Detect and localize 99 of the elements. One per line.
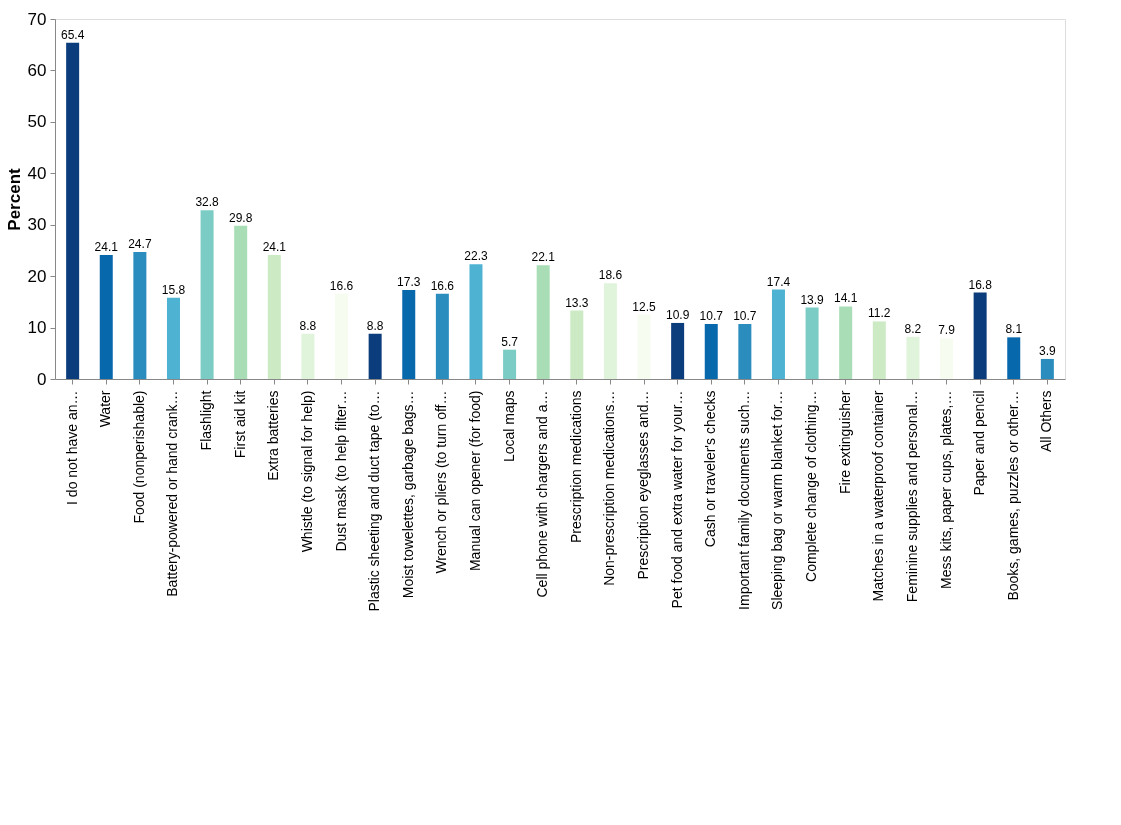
data-label: 8.2 [904,321,922,336]
x-tick-label: All Others [1038,390,1055,452]
data-label: 7.9 [938,323,956,338]
data-label: 29.8 [229,210,253,225]
y-tick-label: 60 [27,60,47,80]
data-label: 16.8 [968,277,993,292]
data-label: 32.8 [195,195,220,210]
x-tick-label: Mess kits, paper cups, plates,… [937,390,954,589]
x-tick-label: Food (nonperishable) [130,390,147,524]
data-label: 13.3 [565,295,589,310]
y-tick-label: 40 [27,163,47,183]
data-label: 8.8 [299,318,317,333]
x-tick-label: Dust mask (to help filter… [332,390,349,552]
bar [704,323,718,379]
data-label: 5.7 [501,334,519,349]
bar [469,264,483,379]
data-label: 3.9 [1039,343,1057,358]
bar [872,321,886,379]
x-tick-label: Complete change of clothing… [803,390,820,582]
bar [234,225,248,379]
bar [570,310,584,379]
x-tick-label: Fire extinguisher [836,390,853,494]
x-tick-label: Non-prescription medications… [601,390,618,586]
bar [368,333,382,379]
bar [66,42,80,379]
bar [839,306,853,379]
y-tick-label: 50 [27,112,47,132]
x-tick-label: Pet food and extra water for your… [668,390,685,609]
data-label: 24.1 [94,240,119,255]
bar [536,265,550,379]
data-label: 12.5 [632,299,657,314]
bar [267,255,281,379]
y-tick-label: 20 [27,266,47,286]
x-tick-label: Manual can opener (for food) [466,390,483,572]
bar [435,293,449,379]
data-label: 16.6 [329,278,354,293]
data-label: 24.7 [128,236,152,251]
bar [301,333,315,379]
x-tick-label: Moist towelettes, garbage bags… [399,390,416,599]
data-label: 18.6 [598,268,623,283]
x-tick-label: Whistle (to signal for help) [298,390,315,553]
bar [1040,358,1054,379]
bar [738,323,752,379]
x-tick-label: Extra batteries [265,390,282,481]
data-label: 16.6 [430,278,455,293]
bar [200,210,214,379]
x-tick-label: Prescription medications [567,390,584,544]
bar [1007,337,1021,379]
data-label: 11.2 [868,306,891,321]
bar [771,289,785,379]
bar [637,314,651,379]
bar [940,338,954,379]
x-tick-label: Flashlight [198,390,215,451]
data-label: 10.7 [699,308,724,323]
bar [133,251,147,379]
x-tick-label: Sleeping bag or warm blanket for… [769,390,786,610]
bar [805,307,819,379]
y-axis-title: Percent [4,167,24,231]
x-tick-label: Matches in a waterproof container [870,390,887,602]
data-label: 22.3 [464,249,488,264]
x-tick-label: Paper and pencil [971,390,988,496]
y-tick-label: 70 [27,9,47,29]
x-tick-label: Cash or traveler's checks [702,390,719,548]
x-tick-label: Plastic sheeting and duct tape (to… [366,390,383,612]
data-label: 65.4 [60,27,85,42]
data-label: 10.7 [733,308,757,323]
data-label: 8.8 [366,318,384,333]
x-tick-label: First aid kit [231,390,248,459]
x-tick-label: Prescription eyeglasses and… [635,390,652,580]
y-tick-label: 10 [27,318,47,338]
x-tick-label: Cell phone with chargers and a… [534,390,551,598]
data-label: 15.8 [161,282,186,297]
data-label: 17.4 [766,274,791,289]
bar [402,290,416,379]
x-tick-label: Books, games, puzzles or other… [1004,390,1021,601]
y-tick-label: 0 [37,369,47,389]
data-label: 10.9 [665,307,690,322]
y-tick-label: 30 [27,215,47,235]
data-label: 24.1 [262,240,287,255]
x-tick-label: Important family documents such… [735,390,752,610]
x-tick-label: Wrench or pliers (to turn off… [433,390,450,574]
bar [335,293,349,379]
bar [166,297,180,379]
bar [671,322,685,379]
data-label: 14.1 [834,291,858,306]
x-tick-label: I do not have an… [63,390,80,505]
x-tick-label: Battery-powered or hand crank… [164,390,181,597]
bar [973,292,987,379]
data-label: 17.3 [397,275,421,290]
x-tick-label: Local maps [500,390,517,463]
x-tick-label: Feminine supplies and personal… [903,390,920,603]
data-label: 8.1 [1005,322,1023,337]
bar [603,283,617,379]
data-label: 22.1 [531,250,556,265]
bar [99,255,113,379]
bar [503,349,517,379]
data-label: 13.9 [800,292,825,307]
bar [906,336,920,379]
x-tick-label: Water [97,390,114,428]
